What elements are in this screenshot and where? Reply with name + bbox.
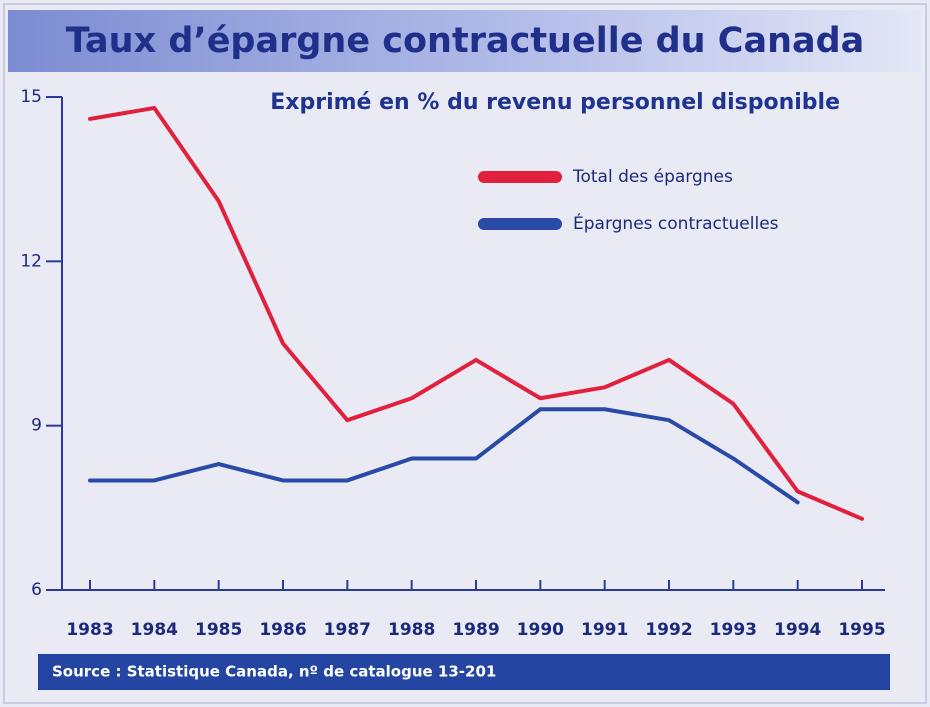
x-tick-label: 1993 <box>710 620 757 640</box>
x-tick-label: 1986 <box>259 620 306 640</box>
x-tick-label: 1994 <box>774 620 821 640</box>
y-tick-label: 12 <box>20 251 42 271</box>
legend-label: Épargnes contractuelles <box>573 212 779 234</box>
y-tick-label: 15 <box>20 87 42 107</box>
title-banner <box>8 10 922 72</box>
x-tick-label: 1991 <box>581 620 628 640</box>
x-tick-label: 1992 <box>645 620 692 640</box>
x-tick-label: 1995 <box>838 620 885 640</box>
x-tick-label: 1987 <box>324 620 371 640</box>
series-line <box>88 407 800 505</box>
source: Source : Statistique Canada, nº de catal… <box>52 663 496 681</box>
series-line <box>88 105 864 521</box>
chart-subtitle: Exprimé en % du revenu personnel disponi… <box>270 90 840 115</box>
x-tick-label: 1984 <box>131 620 178 640</box>
x-tick-label: 1989 <box>452 620 499 640</box>
x-tick-label: 1985 <box>195 620 242 640</box>
chart-title: Taux d’épargne contractuelle du Canada <box>66 21 865 61</box>
source-band <box>38 654 890 690</box>
y-tick-label: 9 <box>31 416 42 436</box>
x-tick-label: 1983 <box>66 620 113 640</box>
y-tick-label: 6 <box>31 580 42 600</box>
x-tick-label: 1988 <box>388 620 435 640</box>
x-tick-label: 1990 <box>517 620 564 640</box>
frame <box>3 3 927 704</box>
legend-label: Total des épargnes <box>572 167 733 187</box>
